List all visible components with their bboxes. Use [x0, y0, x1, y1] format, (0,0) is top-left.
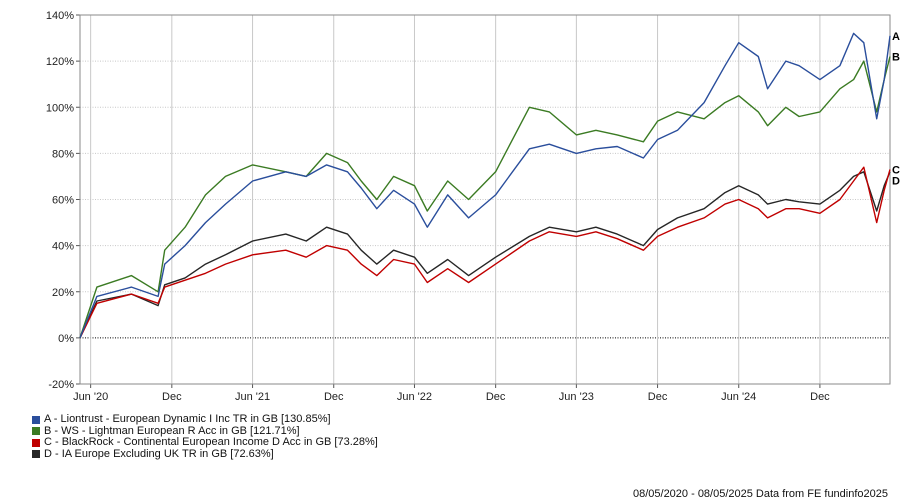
legend-label-b: B - WS - Lightman European R Acc in GB […	[44, 424, 300, 437]
series-end-label-a: A	[892, 31, 900, 43]
legend: A - Liontrust - European Dynamic I Inc T…	[32, 413, 378, 461]
x-tick-label: Jun '24	[721, 391, 756, 403]
x-tick-label: Dec	[810, 391, 830, 403]
x-tick-label: Jun '21	[235, 391, 270, 403]
y-tick-label: 120%	[46, 56, 74, 68]
legend-item-c: C - BlackRock - Continental European Inc…	[32, 436, 378, 449]
y-tick-label: 0%	[58, 333, 74, 345]
y-tick-label: 140%	[46, 10, 74, 22]
series-lines	[79, 32, 891, 339]
x-tick-label: Jun '23	[559, 391, 594, 403]
series-line-b	[79, 56, 891, 339]
footer-source: 08/05/2020 - 08/05/2025 Data from FE fun…	[632, 488, 888, 500]
legend-swatch-c	[32, 438, 40, 447]
legend-label-a: A - Liontrust - European Dynamic I Inc T…	[44, 413, 331, 425]
series-end-label-b: B	[892, 52, 900, 64]
x-tick-label: Dec	[162, 391, 182, 403]
y-tick-label: 100%	[46, 102, 74, 114]
y-tick-label: 60%	[52, 195, 74, 207]
series-end-label-d: D	[892, 176, 900, 188]
legend-label-c: C - BlackRock - Continental European Inc…	[44, 436, 378, 448]
axes	[76, 14, 891, 388]
legend-swatch-a	[32, 415, 40, 424]
legend-swatch-b	[32, 427, 40, 436]
x-tick-label: Jun '20	[73, 391, 108, 403]
x-tick-label: Dec	[648, 391, 668, 403]
legend-swatch-d	[32, 450, 40, 459]
y-tick-label: 80%	[52, 148, 74, 160]
legend-label-d: D - IA Europe Excluding UK TR in GB [72.…	[44, 447, 274, 460]
legend-item-a: A - Liontrust - European Dynamic I Inc T…	[32, 413, 378, 426]
y-tick-label: -20%	[48, 379, 74, 391]
legend-item-b: B - WS - Lightman European R Acc in GB […	[32, 424, 378, 438]
y-tick-label: 40%	[52, 241, 74, 253]
legend-item-d: D - IA Europe Excluding UK TR in GB [72.…	[32, 447, 378, 461]
x-tick-label: Jun '22	[397, 391, 432, 403]
series-end-label-c: C	[892, 165, 900, 177]
x-tick-label: Dec	[486, 391, 506, 403]
series-line-d	[79, 171, 891, 339]
series-line-c	[79, 166, 891, 339]
y-tick-label: 20%	[52, 287, 74, 299]
x-tick-label: Dec	[324, 391, 344, 403]
plot-area-border	[79, 14, 891, 385]
grid	[80, 14, 890, 385]
tick-labels: -20% 0% 20% 40% 60% 80% 100% 120% 140% Jun '20 Dec…	[46, 10, 900, 403]
series-line-a	[79, 32, 891, 339]
